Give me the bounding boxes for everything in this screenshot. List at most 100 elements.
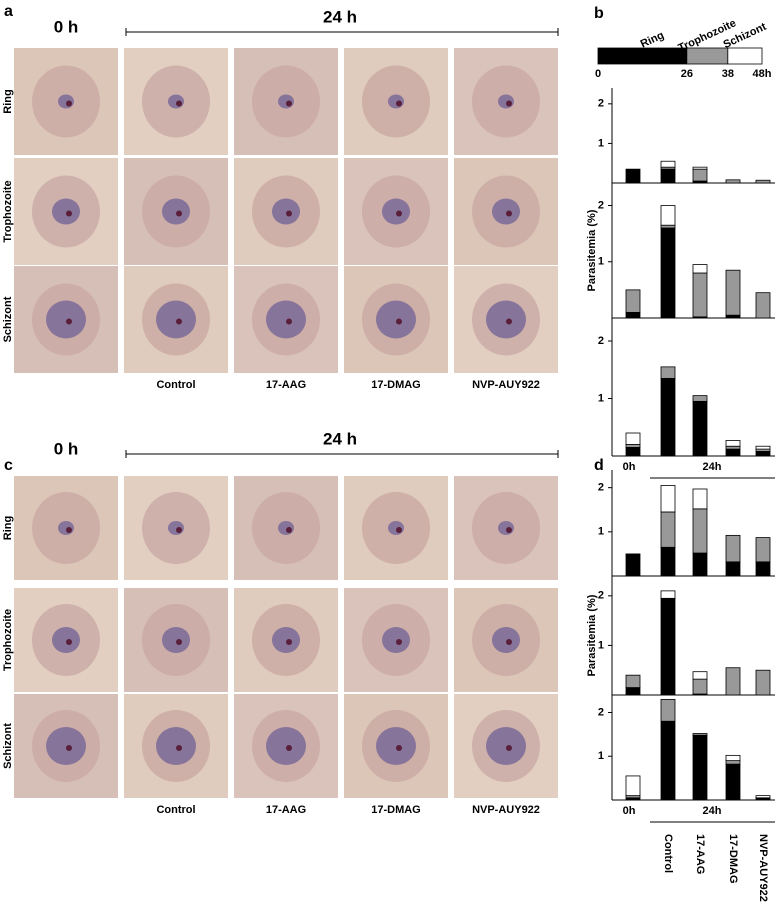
y-axis-label: Parasitemia (%) [586,209,598,291]
bar-segment [625,444,641,448]
row-label: Ring [2,516,14,540]
bar-segment [692,552,708,577]
parasite-dot [176,100,182,107]
time-label: 24 h [323,429,357,448]
bar-segment [625,168,641,184]
row-label: Trophozoite [2,180,14,242]
stage-bar [727,47,763,65]
parasite-dot [286,527,292,533]
parasite [58,521,74,535]
bar-segment [692,671,708,680]
parasite [388,521,404,535]
bar-segment [660,485,676,513]
bar-segment [625,432,641,445]
bar-segment [692,400,708,457]
y-tick-label: 2 [598,335,604,347]
parasite [58,94,74,109]
parasite-dot [506,745,512,751]
parasite [266,727,306,765]
parasite-dot [176,745,182,751]
bar-segment [692,488,708,510]
y-tick-label: 2 [598,590,604,602]
panel-letter: c [4,457,13,474]
bar-segment [660,597,676,696]
bar-segment [755,795,771,799]
parasite-dot [66,745,72,751]
bar-segment [692,508,708,554]
bar-segment [692,733,708,736]
bar-segment [660,227,676,319]
bar-segment [625,311,641,319]
stage-bar [686,47,729,65]
bar-segment [692,272,708,318]
bar-segment [755,450,771,457]
bar-segment [625,289,641,313]
parasite [156,727,196,765]
bar-segment [660,511,676,548]
bar-segment [660,366,676,379]
bar-segment [725,763,741,801]
bar-segment [660,546,676,577]
bar-segment [692,395,708,402]
row-label: Ring [2,89,14,113]
bar-segment [660,168,676,184]
column-label: NVP-AUY922 [472,804,540,816]
bar-segment [755,537,771,563]
column-label: 17-DMAG [371,379,421,391]
bar-segment [660,377,676,457]
column-label: Control [156,379,195,391]
y-tick-label: 2 [598,199,604,211]
parasite [388,94,404,109]
bar-segment [755,179,771,184]
parasite-dot [176,210,182,217]
bar-segment [625,775,641,797]
parasite [168,94,184,109]
bar-segment [755,669,771,696]
bar-segment [692,678,708,695]
y-tick-label: 1 [598,750,604,762]
column-label: Control [156,804,195,816]
parasite [162,627,190,653]
row-label: Trophozoite [2,609,14,671]
parasite-dot [396,210,402,217]
x-tick-label: 0 [595,68,601,80]
bar-segment [692,166,708,170]
bar-segment [725,760,741,765]
bar-segment [692,264,708,274]
row-label: Schizont [2,296,14,342]
bar-segment [692,734,708,801]
parasite-dot [506,639,512,645]
parasite-dot [66,639,72,645]
bar-segment [625,553,641,577]
parasite-dot [506,100,512,107]
parasite [486,300,526,339]
bar-segment [725,314,741,319]
time-label: 24 h [323,7,357,26]
parasite-dot [66,527,72,533]
bar-segment [660,224,676,229]
stage-label: Ring [639,29,666,50]
parasite [156,300,196,339]
parasite [52,198,80,225]
x-tick-label: 0h [623,805,636,817]
bar-segment [625,674,641,688]
parasite-dot [396,527,402,533]
column-label: 17-AAG [266,804,306,816]
bar-segment [725,667,741,696]
column-label: NVP-AUY922 [472,379,540,391]
y-tick-label: 1 [598,639,604,651]
parasite [278,94,294,109]
panel-letter: b [594,5,604,22]
parasite [52,627,80,653]
parasite-dot [66,318,72,325]
time-label: 0 h [54,17,79,36]
parasite [272,627,300,653]
parasite [266,300,306,339]
parasite [376,727,416,765]
bar-segment [660,590,676,599]
parasite-dot [176,318,182,325]
parasite [382,198,410,225]
panel-letter: d [594,457,604,474]
parasite [162,198,190,225]
